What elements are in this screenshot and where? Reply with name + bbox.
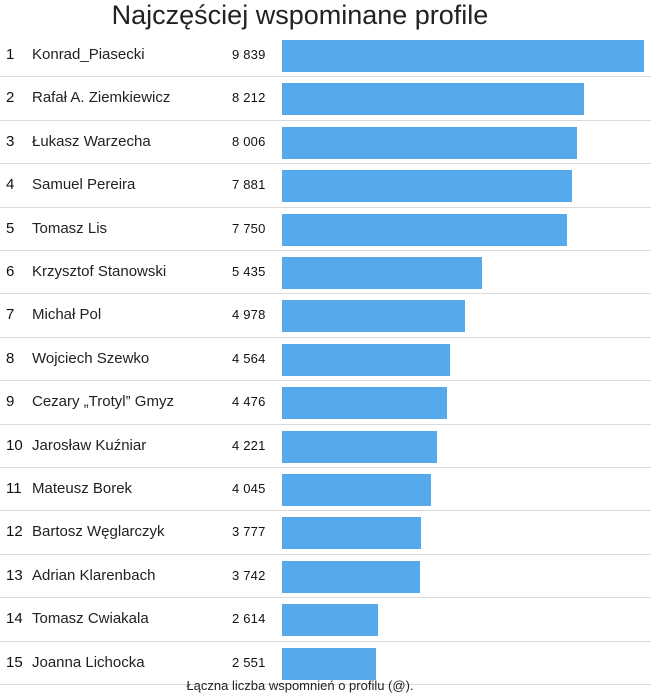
bar — [282, 213, 568, 246]
chart-row: 11 Mateusz Borek 4 045 — [0, 468, 651, 512]
bar — [282, 517, 421, 550]
profile-name-label: Krzysztof Stanowski — [32, 263, 167, 280]
profile-name-label: Adrian Klarenbach — [32, 566, 156, 584]
rank-label: 3 — [6, 132, 15, 150]
bar — [282, 474, 431, 506]
value-label: 3 742 — [232, 567, 266, 583]
chart-row: 5 Tomasz Lis 7 750 — [0, 208, 651, 251]
chart-footer-note: Łączna liczba wspomnień o profilu (@). — [186, 678, 414, 693]
rank-label: 2 — [6, 89, 15, 107]
rank-label: 6 — [6, 263, 15, 280]
bar — [282, 170, 572, 203]
bar — [282, 387, 447, 420]
profile-name-label: Michał Pol — [32, 306, 102, 324]
profile-name-label: Jarosław Kuźniar — [32, 436, 147, 454]
chart-row: 9 Cezary „Trotyl” Gmyz 4 476 — [0, 381, 651, 425]
rank-label: 15 — [6, 653, 23, 671]
chart-row: 1 Konrad_Piasecki 9 839 — [0, 34, 651, 78]
bar — [282, 257, 482, 289]
profile-name-label: Rafał A. Ziemkiewicz — [32, 89, 171, 107]
rank-label: 8 — [6, 349, 15, 367]
value-label: 4 476 — [232, 394, 266, 410]
bar — [282, 300, 466, 333]
value-label: 5 435 — [232, 264, 266, 279]
chart-row: 12 Bartosz Węglarczyk 3 777 — [0, 511, 651, 555]
bar — [282, 604, 379, 637]
rank-label: 12 — [6, 523, 23, 541]
rank-label: 4 — [6, 176, 15, 194]
bar — [282, 430, 438, 463]
rank-label: 11 — [6, 480, 22, 497]
profile-name-label: Tomasz Cwiakala — [32, 610, 149, 628]
bar — [282, 83, 585, 116]
value-label: 7 750 — [232, 220, 266, 236]
value-label: 9 839 — [232, 47, 266, 62]
rank-label: 1 — [6, 46, 15, 63]
value-label: 2 551 — [232, 654, 266, 670]
chart-row: 6 Krzysztof Stanowski 5 435 — [0, 251, 651, 295]
value-label: 2 614 — [232, 611, 266, 627]
chart-row: 10 Jarosław Kuźniar 4 221 — [0, 425, 651, 468]
profile-name-label: Joanna Lichocka — [32, 653, 145, 671]
value-label: 8 212 — [232, 90, 266, 106]
profile-name-label: Konrad_Piasecki — [32, 46, 145, 63]
rank-label: 14 — [6, 610, 23, 628]
bar — [282, 126, 577, 159]
profile-name-label: Bartosz Węglarczyk — [32, 523, 165, 541]
bar — [282, 40, 644, 72]
profile-name-label: Tomasz Lis — [32, 219, 108, 237]
value-label: 8 006 — [232, 133, 266, 149]
rank-label: 10 — [6, 436, 23, 454]
value-label: 3 777 — [232, 524, 266, 540]
bar — [282, 343, 450, 376]
chart-row: 8 Wojciech Szewko 4 564 — [0, 338, 651, 382]
chart-row: 7 Michał Pol 4 978 — [0, 294, 651, 338]
chart-row: 13 Adrian Klarenbach 3 742 — [0, 555, 651, 599]
chart-row: 2 Rafał A. Ziemkiewicz 8 212 — [0, 77, 651, 121]
chart-row: 15 Joanna Lichocka 2 551 — [0, 642, 651, 685]
chart-row: 14 Tomasz Cwiakala 2 614 — [0, 598, 651, 642]
profile-name-label: Wojciech Szewko — [32, 349, 150, 367]
value-label: 7 881 — [232, 177, 266, 193]
profile-name-label: Mateusz Borek — [32, 480, 133, 497]
value-label: 4 978 — [232, 307, 266, 323]
value-label: 4 045 — [232, 481, 266, 496]
value-label: 4 564 — [232, 350, 266, 366]
chart-row: 3 Łukasz Warzecha 8 006 — [0, 121, 651, 165]
profile-name-label: Samuel Pereira — [32, 176, 136, 194]
chart-title: Najczęściej wspominane profile — [111, 0, 489, 30]
profile-name-label: Cezary „Trotyl” Gmyz — [32, 393, 174, 411]
bar — [282, 647, 376, 680]
rank-label: 5 — [6, 219, 15, 237]
chart-row: 4 Samuel Pereira 7 881 — [0, 164, 651, 208]
rank-label: 7 — [6, 306, 15, 324]
rank-label: 9 — [6, 393, 15, 411]
profile-name-label: Łukasz Warzecha — [32, 132, 151, 150]
bar — [282, 560, 420, 593]
rank-label: 13 — [6, 566, 23, 584]
value-label: 4 221 — [232, 437, 266, 453]
